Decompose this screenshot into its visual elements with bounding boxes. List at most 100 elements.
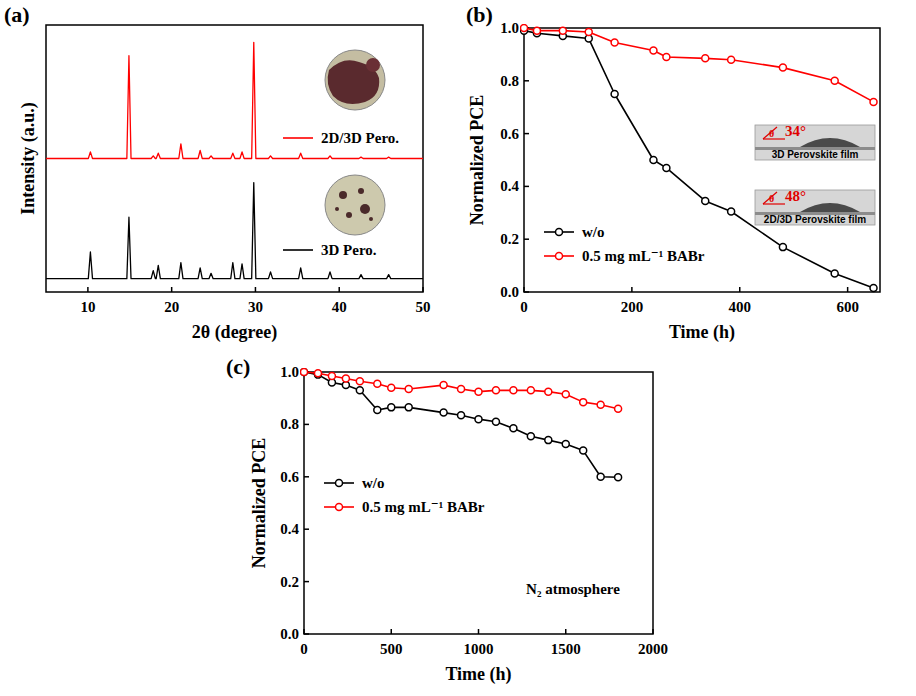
panel-label: (c) <box>226 354 250 379</box>
photo-spot <box>335 207 339 211</box>
point <box>301 369 308 376</box>
point <box>405 386 412 393</box>
annotation: N₂ atmosphere <box>526 581 620 597</box>
y-tick <box>524 238 529 240</box>
y-tick <box>524 291 529 293</box>
angle-line <box>763 192 777 204</box>
panel: 05001000150020000.00.20.40.60.81.0Time (… <box>226 354 668 685</box>
x-axis-title: Time (h) <box>445 664 511 685</box>
x-tick <box>565 629 567 634</box>
point <box>562 391 569 398</box>
point <box>356 387 363 394</box>
x-tick <box>652 629 654 634</box>
y-tick-label: 0.0 <box>280 626 299 642</box>
y-tick <box>304 633 309 635</box>
point <box>440 409 447 416</box>
y-tick-label: 0.4 <box>280 521 299 537</box>
y-tick-label: 1.0 <box>280 364 299 380</box>
x-tick-label: 600 <box>836 299 859 315</box>
point <box>458 412 465 419</box>
background <box>0 0 916 696</box>
point <box>356 378 363 385</box>
legend-marker <box>336 504 343 511</box>
point <box>597 473 604 480</box>
droplet <box>800 138 860 147</box>
legend-swatch <box>283 137 313 139</box>
data-area <box>301 369 622 481</box>
point <box>585 28 592 35</box>
point <box>562 441 569 448</box>
series-line <box>304 372 618 409</box>
contact-angle-inset: θ48°2D/3D Perovskite film <box>755 188 875 225</box>
x-tick-label: 500 <box>380 641 403 657</box>
point <box>521 25 528 32</box>
photo-inset <box>325 175 385 235</box>
y-tick <box>304 476 309 478</box>
data-area <box>521 25 878 292</box>
y-tick <box>304 528 309 530</box>
plot-frame <box>524 28 880 292</box>
point <box>492 387 499 394</box>
point <box>440 382 447 389</box>
y-tick <box>304 424 309 426</box>
legend-entry: w/o <box>544 224 605 240</box>
x-axis-title: 2θ (degree) <box>192 322 278 343</box>
inset-photo <box>755 190 875 225</box>
panel: 02004006000.00.20.40.60.81.0Time (h)Norm… <box>466 2 880 343</box>
point <box>328 372 335 379</box>
point <box>870 285 877 292</box>
photo <box>325 175 385 235</box>
point <box>559 27 566 34</box>
y-tick-label: 0.2 <box>280 574 299 590</box>
legend-marker <box>336 480 343 487</box>
x-tick-label: 30 <box>248 299 263 315</box>
point <box>545 388 552 395</box>
inset-caption: 2D/3D Perovskite film <box>764 214 866 225</box>
legend-label: w/o <box>582 224 605 240</box>
figure: 10203040502θ (degree)Intensity (a.u.)(a)… <box>0 0 916 696</box>
x-tick-label: 40 <box>332 299 347 315</box>
series-line <box>524 31 874 288</box>
x-tick-label: 2000 <box>638 641 668 657</box>
legend-marker <box>556 229 563 236</box>
point <box>301 369 308 376</box>
y-axis-title: Normalized PCE <box>249 438 269 568</box>
x-tick <box>255 287 257 292</box>
point <box>492 418 499 425</box>
x-tick <box>422 287 424 292</box>
photo-spot <box>369 217 373 221</box>
angle-line <box>763 127 777 139</box>
plot-frame <box>304 372 653 634</box>
point <box>475 416 482 423</box>
photo-spot <box>346 212 352 218</box>
plot-frame <box>46 25 423 292</box>
panel: 10203040502θ (degree)Intensity (a.u.)(a)… <box>4 2 431 343</box>
y-axis-title: Normalized PCE <box>467 95 487 225</box>
angle-symbol: θ <box>769 128 774 139</box>
y-tick-label: 0.8 <box>500 73 519 89</box>
x-tick-label: 1000 <box>464 641 494 657</box>
photo-patch <box>366 58 380 72</box>
y-tick <box>524 80 529 82</box>
y-tick <box>524 133 529 135</box>
point <box>374 380 381 387</box>
point <box>615 405 622 412</box>
point <box>580 447 587 454</box>
point <box>650 157 657 164</box>
y-tick-label: 0.2 <box>500 231 519 247</box>
point <box>475 388 482 395</box>
y-tick-label: 0.6 <box>280 469 299 485</box>
y-tick-label: 0.8 <box>280 416 299 432</box>
legend-label: 0.5 mg mL⁻¹ BABr <box>362 499 485 515</box>
photo-spot <box>339 191 347 199</box>
point <box>388 404 395 411</box>
point <box>650 47 657 54</box>
x-tick-label: 200 <box>621 299 644 315</box>
point <box>597 401 604 408</box>
x-axis-title: Time (h) <box>669 322 735 343</box>
point <box>527 433 534 440</box>
point <box>779 244 786 251</box>
x-tick <box>847 287 849 292</box>
x-tick-label: 20 <box>164 299 179 315</box>
x-tick-label: 50 <box>416 299 431 315</box>
